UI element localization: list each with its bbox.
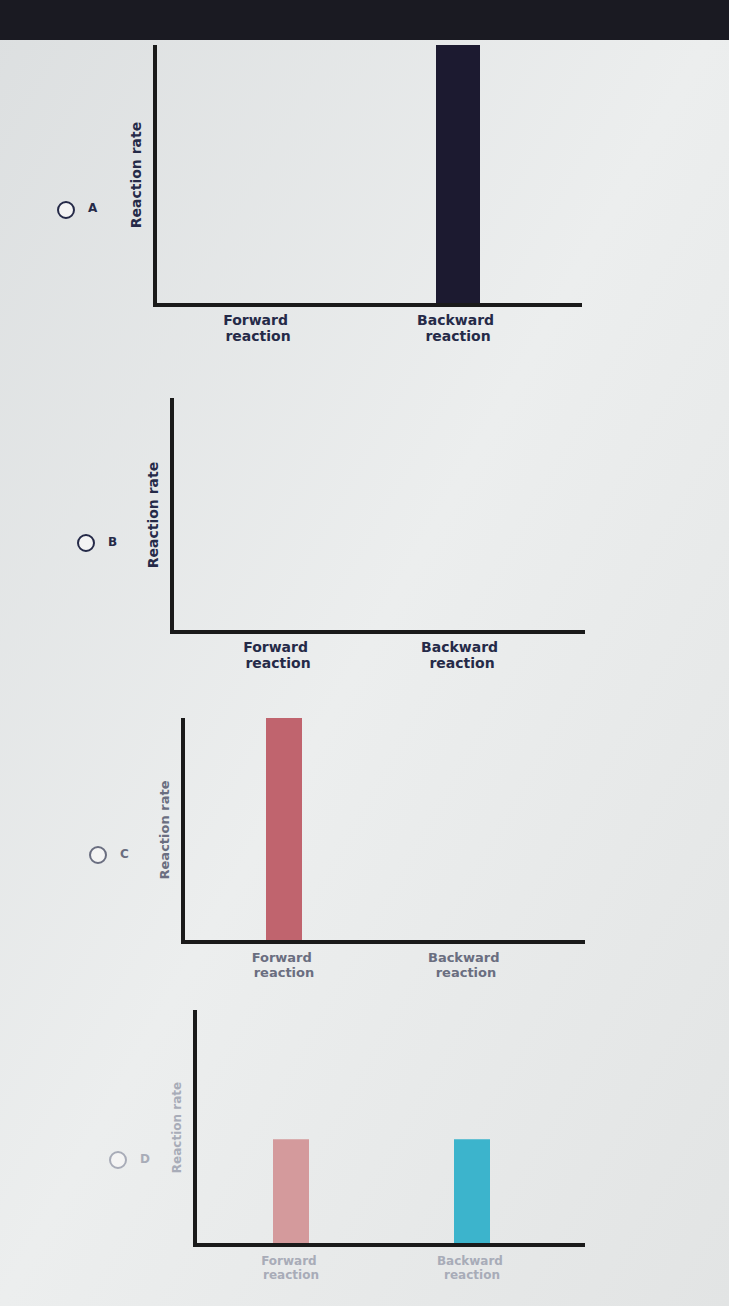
category-label: Forward reaction [223,312,293,344]
x-axis-line [181,940,585,944]
y-axis-label: Reaction rate [128,122,144,229]
page: A Reaction rate Forward reaction Backward r… [0,0,729,1306]
category-label: Backward reaction [428,950,504,980]
bars [436,45,480,305]
option-chart: A Reaction rate Forward reaction Backward r… [58,45,582,344]
option-chart: D Reaction rate Forward reaction Backward r… [110,1010,585,1282]
y-axis-label: Reaction rate [145,462,161,569]
option-letter: D [140,1152,150,1166]
bar [436,45,480,305]
category-label: Backward reaction [421,639,503,671]
y-axis-line [170,398,174,632]
category-label: Backward reaction [437,1254,507,1282]
radio-button[interactable] [110,1152,126,1168]
radio-button[interactable] [78,535,94,551]
option-letter: B [108,535,117,549]
y-axis-label: Reaction rate [157,780,172,879]
radio-button[interactable] [58,202,74,218]
bar [273,1139,309,1245]
y-axis-line [193,1010,197,1245]
radio-button[interactable] [90,847,106,863]
option-chart: B Reaction rate Forward reaction Backward r… [78,398,585,671]
category-label: Forward reaction [252,950,317,980]
category-label: Backward reaction [417,312,499,344]
y-axis-line [153,45,157,305]
x-axis-line [193,1243,585,1247]
category-label: Forward reaction [243,639,313,671]
x-axis-line [153,303,582,307]
bar [454,1139,490,1245]
bars [273,1139,490,1245]
x-axis-line [170,630,585,634]
bars [266,718,302,942]
category-label: Forward reaction [261,1254,321,1282]
background [0,0,729,1306]
screen-bezel [0,0,729,40]
option-letter: A [88,201,98,215]
option-letter: C [120,847,129,861]
bar [266,718,302,942]
option-chart: C Reaction rate Forward reaction Backward r… [90,718,585,980]
y-axis-label: Reaction rate [170,1082,184,1173]
y-axis-line [181,718,185,942]
